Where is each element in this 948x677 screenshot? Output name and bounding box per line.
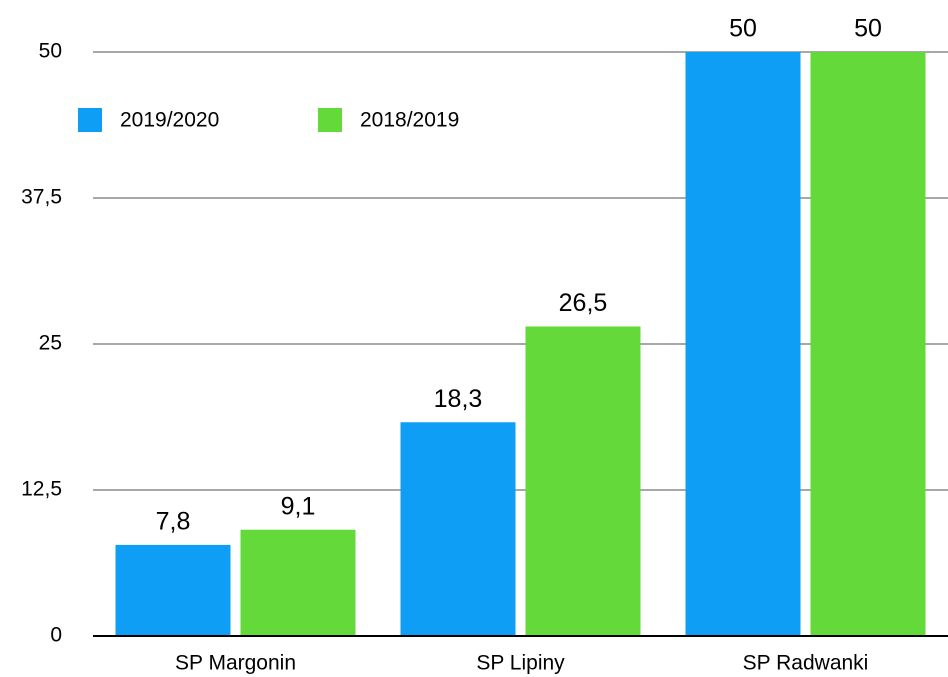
- y-tick-label: 12,5: [21, 478, 62, 501]
- legend-label: 2019/2020: [120, 109, 219, 132]
- y-tick-label: 50: [39, 40, 62, 63]
- bar: [115, 544, 231, 636]
- legend-swatch: [318, 108, 342, 132]
- x-tick-label: SP Lipiny: [476, 652, 565, 675]
- legend-swatch: [78, 108, 102, 132]
- data-label: 9,1: [281, 492, 316, 520]
- bar: [685, 52, 801, 636]
- bar: [525, 326, 641, 636]
- bar: [810, 52, 926, 636]
- legend-label: 2018/2019: [360, 109, 459, 132]
- y-tick-label: 0: [50, 624, 62, 647]
- data-label: 26,5: [559, 289, 608, 317]
- bar: [400, 422, 516, 636]
- data-label: 50: [729, 15, 757, 43]
- bar: [240, 529, 356, 636]
- y-tick-label: 37,5: [21, 186, 62, 209]
- data-label: 7,8: [156, 508, 191, 536]
- y-tick-label: 25: [39, 332, 62, 355]
- data-label: 50: [854, 15, 882, 43]
- x-tick-label: SP Radwanki: [743, 652, 869, 675]
- x-tick-label: SP Margonin: [175, 652, 296, 675]
- data-label: 18,3: [434, 385, 483, 413]
